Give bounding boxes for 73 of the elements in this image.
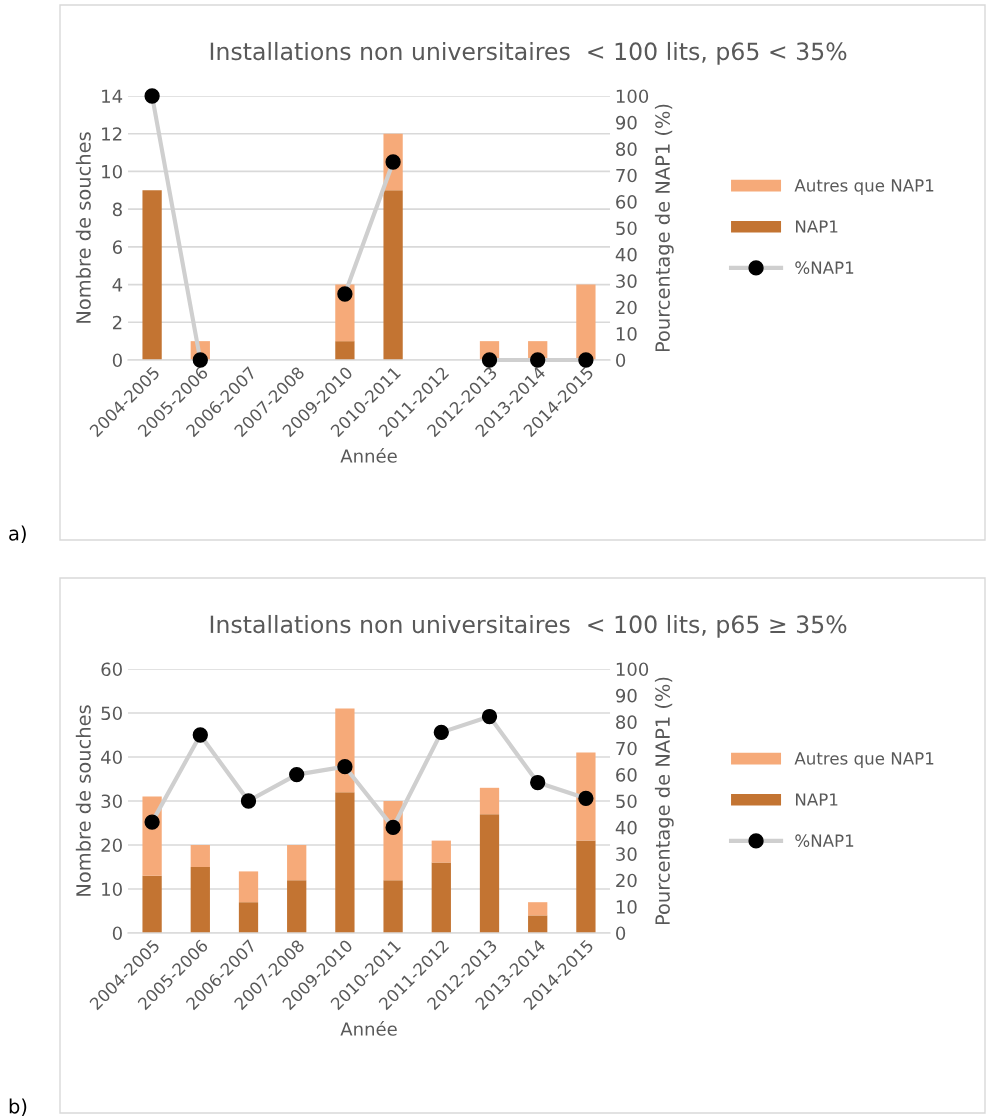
bar (479, 814, 500, 933)
bar (431, 862, 451, 933)
bar (190, 845, 210, 867)
bar (142, 875, 162, 933)
bar (528, 915, 548, 933)
y2-tick-label: 60 (616, 768, 637, 782)
y2-tick-label: 60 (616, 195, 637, 209)
y-tick-label: 40 (101, 750, 122, 765)
bar (431, 840, 451, 863)
y2-tick-label: 100 (616, 662, 649, 677)
bar (190, 867, 210, 933)
y2-tick-label: 90 (616, 115, 637, 130)
y2-tick-label: 80 (616, 142, 637, 156)
bar (335, 341, 355, 360)
legend-label: Autres que NAP1 (794, 752, 934, 768)
y2-tick-label: 90 (616, 688, 637, 703)
bar (528, 902, 548, 916)
bar (479, 787, 500, 815)
bar (335, 792, 355, 933)
bar (576, 840, 596, 933)
bar (383, 880, 403, 933)
bar (287, 880, 307, 933)
y-tick-label: 20 (101, 838, 122, 853)
y2-tick-label: 0 (616, 353, 626, 368)
y-tick-label: 30 (101, 794, 122, 809)
y2-tick-label: 20 (616, 873, 637, 888)
y-tick-label: 2 (112, 315, 122, 330)
y2-tick-label: 20 (616, 300, 637, 315)
y2-tick-label: 10 (616, 327, 637, 341)
y-tick-label: 12 (102, 127, 122, 141)
y2-tick-label: 70 (616, 741, 637, 756)
y-tick-label: 0 (112, 353, 122, 368)
y2-tick-label: 30 (616, 847, 637, 861)
legend-label: %NAP1 (795, 834, 854, 847)
bar (287, 845, 307, 881)
y-axis-title: Nombre de souches (75, 705, 91, 896)
y2-tick-label: 50 (616, 794, 637, 809)
bar (238, 871, 259, 903)
y2-tick-label: 70 (616, 168, 637, 183)
chart-title: Installations non universitaires < 100 lits, p65 < 35% (210, 41, 847, 65)
bar (383, 190, 403, 360)
y-tick-label: 14 (102, 89, 123, 103)
bar (142, 190, 162, 360)
y2-tick-label: 10 (616, 900, 637, 914)
x-axis-title: Année (340, 1021, 397, 1036)
y-tick-label: 50 (101, 706, 122, 721)
y-tick-label: 8 (112, 202, 122, 217)
y2-axis-title: Pourcentage de NAP1 (%) (654, 104, 674, 352)
y2-axis-title: Pourcentage de NAP1 (%) (654, 677, 674, 925)
y-tick-label: 0 (112, 926, 122, 941)
y2-tick-label: 40 (615, 820, 637, 835)
y2-tick-label: 40 (615, 247, 637, 262)
y-tick-label: 4 (112, 278, 123, 292)
y2-tick-label: 80 (616, 715, 637, 729)
y-tick-label: 10 (102, 164, 122, 179)
legend-label: Autres que NAP1 (794, 179, 934, 195)
y-tick-label: 6 (112, 240, 122, 254)
legend-label: NAP1 (796, 793, 838, 806)
chart-title: Installations non universitaires < 100 lits, p65 ≥ 35% (210, 614, 847, 638)
legend-label: NAP1 (796, 220, 838, 233)
bar (576, 284, 596, 360)
x-axis-title: Année (340, 448, 397, 463)
y-tick-label: 10 (102, 882, 122, 897)
y-axis-title: Nombre de souches (75, 132, 91, 323)
bar (238, 902, 259, 933)
y2-tick-label: 50 (616, 221, 637, 236)
y2-tick-label: 100 (616, 89, 649, 104)
y2-tick-label: 30 (616, 274, 637, 288)
y2-tick-label: 0 (616, 926, 626, 941)
text: a) (9, 525, 26, 543)
y-tick-label: 60 (101, 662, 122, 677)
legend-label: %NAP1 (795, 261, 854, 274)
text: b) (9, 1098, 27, 1116)
